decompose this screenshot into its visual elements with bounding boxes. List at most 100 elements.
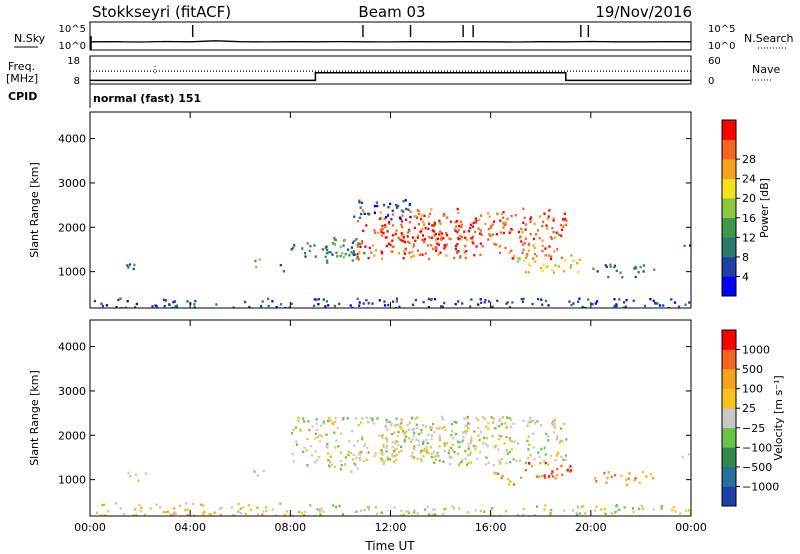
scatter-cell	[407, 436, 411, 440]
scatter-cell	[499, 231, 502, 234]
scatter-cell	[445, 243, 448, 246]
scatter-cell	[325, 433, 328, 436]
scatter-cell	[145, 472, 148, 475]
scatter-cell	[484, 222, 487, 226]
scatter-cell	[186, 300, 189, 303]
colorbar-segment	[722, 139, 736, 160]
nave-right-tick-bottom: 0	[708, 76, 714, 87]
scatter-cell	[477, 227, 480, 230]
scatter-cell	[480, 233, 483, 236]
scatter-cell	[358, 216, 361, 219]
scatter-cell	[342, 244, 345, 247]
scatter-cell	[364, 442, 367, 446]
scatter-cell	[355, 510, 358, 513]
scatter-cell	[326, 248, 329, 252]
scatter-cell	[642, 270, 645, 273]
scatter-cell	[410, 454, 413, 458]
scatter-cell	[477, 303, 480, 306]
scatter-cell	[522, 297, 525, 300]
scatter-cell	[491, 507, 494, 510]
scatter-cell	[154, 304, 157, 307]
scatter-cell	[314, 437, 317, 440]
scatter-cell	[463, 417, 466, 420]
scatter-cell	[564, 458, 567, 461]
scatter-cell	[507, 483, 510, 486]
scatter-cell	[505, 462, 508, 465]
scatter-cell	[384, 223, 387, 227]
scatter-cell	[402, 233, 405, 237]
scatter-cell	[357, 423, 360, 427]
scatter-cell	[532, 257, 535, 260]
scatter-cell	[395, 300, 398, 303]
scatter-cell	[392, 460, 396, 464]
scatter-cell	[551, 422, 554, 426]
scatter-cell	[380, 435, 384, 438]
scatter-cell	[493, 242, 496, 246]
scatter-cell	[510, 249, 513, 252]
scatter-cell	[510, 440, 514, 443]
scatter-cell	[510, 418, 513, 421]
scatter-cell	[404, 248, 407, 251]
scatter-cell	[494, 472, 497, 475]
scatter-cell	[346, 417, 349, 420]
scatter-cell	[613, 298, 616, 301]
scatter-cell	[119, 507, 122, 510]
scatter-cell	[391, 441, 394, 444]
scatter-cell	[367, 302, 370, 305]
beam-title: Beam 03	[358, 3, 425, 21]
scatter-cell	[554, 477, 557, 480]
scatter-cell	[490, 225, 493, 228]
scatter-cell	[533, 458, 536, 461]
scatter-cell	[132, 267, 135, 271]
scatter-cell	[498, 459, 501, 462]
scatter-cell	[430, 455, 433, 459]
scatter-cell	[494, 444, 497, 447]
scatter-cell	[600, 508, 603, 511]
scatter-cell	[541, 249, 544, 253]
scatter-cell	[387, 242, 390, 245]
scatter-cell	[633, 479, 636, 482]
scatter-cell	[484, 463, 487, 466]
scatter-cell	[388, 420, 391, 424]
scatter-cell	[178, 504, 181, 507]
scatter-cell	[674, 510, 677, 513]
scatter-cell	[107, 510, 110, 513]
scatter-cell	[340, 451, 343, 454]
scatter-cell	[555, 231, 558, 234]
scatter-cell	[397, 423, 400, 426]
scatter-cell	[394, 423, 397, 426]
scatter-cell	[398, 216, 402, 219]
scatter-cell	[405, 510, 408, 513]
scatter-cell	[627, 477, 630, 480]
scatter-cell	[543, 212, 546, 215]
scatter-cell	[378, 217, 381, 220]
scatter-cell	[435, 454, 438, 458]
scatter-cell	[339, 468, 342, 471]
scatter-cell	[548, 209, 551, 212]
frequency-step-line	[90, 72, 691, 82]
power-y-label: Slant Range [km]	[28, 162, 41, 258]
scatter-cell	[524, 223, 527, 226]
scatter-cell	[120, 306, 123, 308]
scatter-cell	[469, 441, 472, 445]
scatter-cell	[500, 212, 503, 215]
scatter-cell	[382, 232, 385, 235]
scatter-cell	[379, 211, 382, 214]
scatter-cell	[296, 443, 299, 446]
scatter-cell	[529, 217, 532, 221]
scatter-cell	[533, 222, 536, 225]
scatter-cell	[358, 304, 361, 307]
noise-spikes	[191, 25, 590, 37]
scatter-cell	[352, 453, 355, 456]
scatter-cell	[642, 264, 645, 267]
scatter-cell	[642, 507, 645, 510]
scatter-cell	[531, 464, 534, 468]
scatter-cell	[368, 246, 371, 250]
scatter-cell	[383, 203, 386, 207]
scatter-cell	[355, 238, 358, 241]
scatter-cell	[587, 298, 590, 301]
scatter-cell	[349, 304, 352, 307]
scatter-cell	[322, 422, 325, 425]
scatter-cell	[472, 242, 475, 245]
